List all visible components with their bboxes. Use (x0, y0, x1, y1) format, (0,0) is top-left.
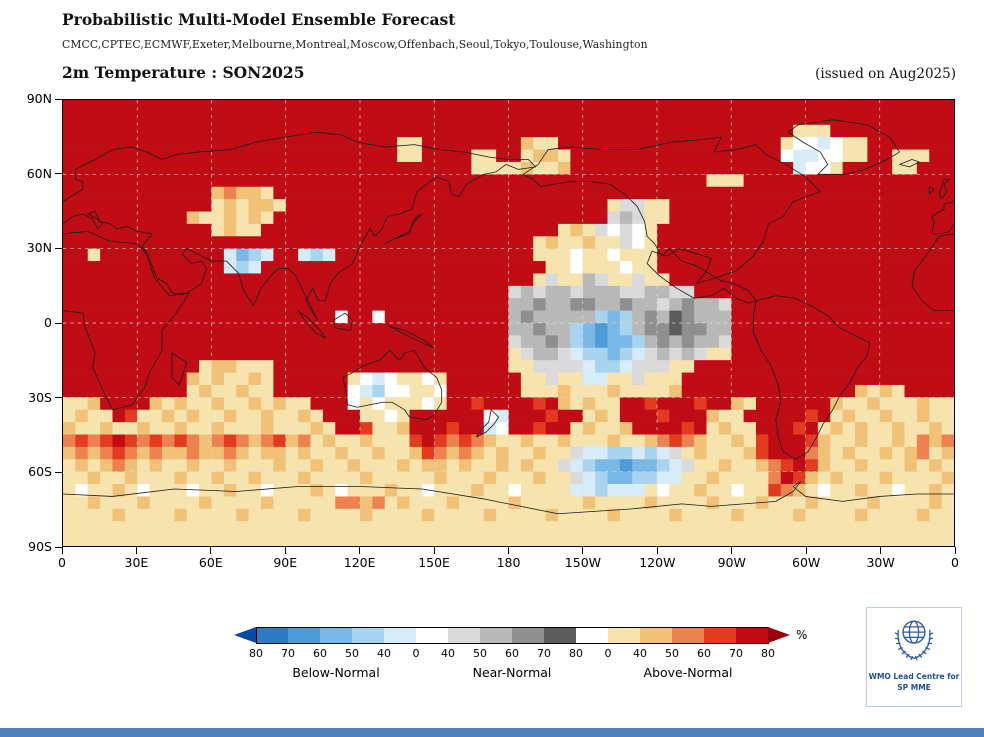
colorbar-segment (544, 627, 577, 644)
lat-tick-label: 90S (28, 539, 52, 554)
lon-tickmark (954, 547, 956, 554)
lon-tickmark (284, 547, 286, 554)
colorbar-tick-label: 70 (537, 647, 551, 660)
lat-tickmark (55, 397, 62, 399)
colorbar-tick-label: 0 (412, 647, 420, 660)
colorbar-segment (416, 627, 449, 644)
lon-tickmark (433, 547, 435, 554)
lon-tickmark (656, 547, 658, 554)
lat-tickmark (55, 322, 62, 324)
colorbar-tick-label: 40 (377, 647, 391, 660)
wmo-emblem-icon (894, 620, 934, 661)
colorbar-segment (256, 627, 290, 644)
colorbar-tick-label: 80 (761, 647, 775, 660)
colorbar-category-label: Above-Normal (643, 665, 733, 680)
wmo-logo: WMO Lead Centre for SP MME (866, 607, 962, 707)
lat-tickmark (55, 546, 62, 548)
colorbar-tick-label: 50 (473, 647, 487, 660)
colorbar-segment (352, 627, 385, 644)
colorbar-tick-label: 80 (249, 647, 263, 660)
colorbar-tick-label: 50 (345, 647, 359, 660)
issued-label: (issued on Aug2025) (815, 66, 956, 82)
lon-tick-label: 120E (343, 555, 376, 570)
figure-title: Probabilistic Multi-Model Ensemble Forec… (62, 10, 456, 29)
colorbar-left-arrow (234, 627, 256, 643)
map-frame (62, 99, 955, 547)
lon-tickmark (135, 547, 137, 554)
lon-tickmark (731, 547, 733, 554)
colorbar-tick-label: 70 (281, 647, 295, 660)
lon-tickmark (582, 547, 584, 554)
colorbar: 80 70 60 50 40 0 40 50 60 70 80 0 40 50 60 70 80 Below-No… (234, 627, 834, 689)
colorbar-tick-label: 80 (569, 647, 583, 660)
colorbar-category-label: Below-Normal (292, 665, 380, 680)
colorbar-tick-label: 70 (729, 647, 743, 660)
lon-tickmark (61, 547, 63, 554)
colorbar-tick-label: 0 (604, 647, 612, 660)
lat-tick-label: 0 (44, 315, 52, 330)
lat-tickmark (55, 471, 62, 473)
lon-tickmark (210, 547, 212, 554)
lon-tickmark (805, 547, 807, 554)
colorbar-segment (448, 627, 481, 644)
lon-tick-label: 0 (951, 555, 959, 570)
lat-tickmark (55, 173, 62, 175)
lon-tick-label: 150W (564, 555, 602, 570)
lat-tick-label: 60S (28, 464, 52, 480)
lon-tick-label: 90E (273, 555, 298, 570)
map-header-row: 2m Temperature : SON2025 (issued on Aug2… (62, 63, 956, 82)
wmo-logo-text: WMO Lead Centre for SP MME (867, 672, 961, 694)
forecast-map (63, 100, 954, 546)
lon-tickmark (880, 547, 882, 554)
wmo-logo-line2: SP MME (897, 682, 931, 692)
lon-tickmark (508, 547, 509, 554)
lat-tickmark (55, 247, 62, 249)
lat-tick-label: 30N (26, 240, 52, 256)
lon-tick-label: 60E (198, 555, 223, 570)
colorbar-tick-label: 50 (665, 647, 679, 660)
colorbar-segment (704, 627, 737, 644)
colorbar-right-arrow (768, 627, 790, 643)
lon-tick-label: 0 (58, 555, 66, 570)
colorbar-segment (384, 627, 417, 644)
lat-tickmark (55, 98, 62, 100)
lon-tick-label: 90W (717, 555, 746, 570)
colorbar-segment (480, 627, 513, 644)
lon-tick-label: 120W (639, 555, 676, 570)
map-title: 2m Temperature : SON2025 (62, 63, 305, 82)
lon-tick-label: 180 (496, 555, 521, 570)
footer-bar (0, 728, 984, 737)
colorbar-segment (320, 627, 353, 644)
percent-unit: % (796, 628, 808, 642)
lon-tickmark (359, 547, 361, 554)
lat-tick-label: 60N (26, 165, 52, 181)
lon-tick-label: 30E (124, 555, 149, 570)
lat-tick-label: 30S (28, 389, 52, 405)
colorbar-tick-label: 40 (441, 647, 455, 660)
colorbar-category-label: Near-Normal (472, 665, 552, 680)
lon-tick-label: 150E (418, 555, 450, 570)
colorbar-tick-label: 60 (697, 647, 711, 660)
colorbar-segment (512, 627, 545, 644)
model-list: CMCC,CPTEC,ECMWF,Exeter,Melbourne,Montre… (62, 38, 648, 51)
colorbar-segment (736, 627, 769, 644)
wmo-logo-line1: WMO Lead Centre for (868, 672, 960, 681)
colorbar-segment (288, 627, 321, 644)
lon-tick-label: 30W (866, 555, 895, 570)
colorbar-segment (672, 627, 705, 644)
colorbar-tick-label: 60 (313, 647, 327, 660)
colorbar-tick-label: 40 (633, 647, 647, 660)
lon-tick-label: 60W (792, 555, 821, 570)
colorbar-segment (576, 627, 609, 644)
colorbar-segment (608, 627, 641, 644)
lat-tick-label: 90N (26, 91, 52, 106)
colorbar-segment (640, 627, 673, 644)
colorbar-tick-label: 60 (505, 647, 519, 660)
